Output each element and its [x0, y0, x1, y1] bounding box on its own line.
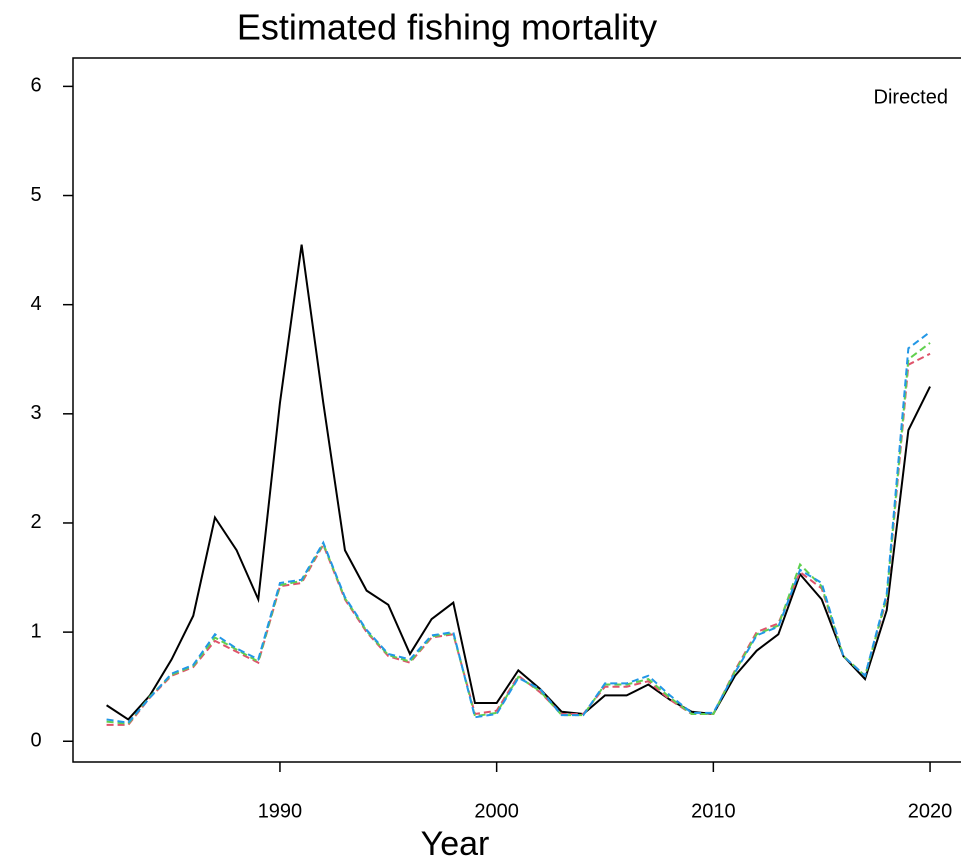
y-tick-label: 0	[30, 730, 41, 752]
x-axis-label: Year	[421, 825, 490, 863]
x-tick-label: 2020	[908, 800, 953, 822]
data-line	[106, 342, 931, 725]
chart-title: Estimated fishing mortality	[237, 7, 657, 48]
y-tick-label: 4	[30, 293, 41, 315]
y-tick-label: 3	[30, 402, 41, 424]
annotation: Directed	[874, 86, 948, 108]
y-tick-label: 6	[30, 75, 41, 97]
x-tick-label: 2010	[691, 800, 736, 822]
plot-frame	[72, 57, 961, 763]
y-tick-label: 1	[30, 620, 41, 642]
data-line	[106, 244, 931, 721]
data-line	[106, 331, 931, 724]
y-tick-label: 2	[30, 511, 41, 533]
x-tick-label: 1990	[258, 800, 303, 822]
x-tick-label: 2000	[474, 800, 519, 822]
y-tick-label: 5	[30, 184, 41, 206]
